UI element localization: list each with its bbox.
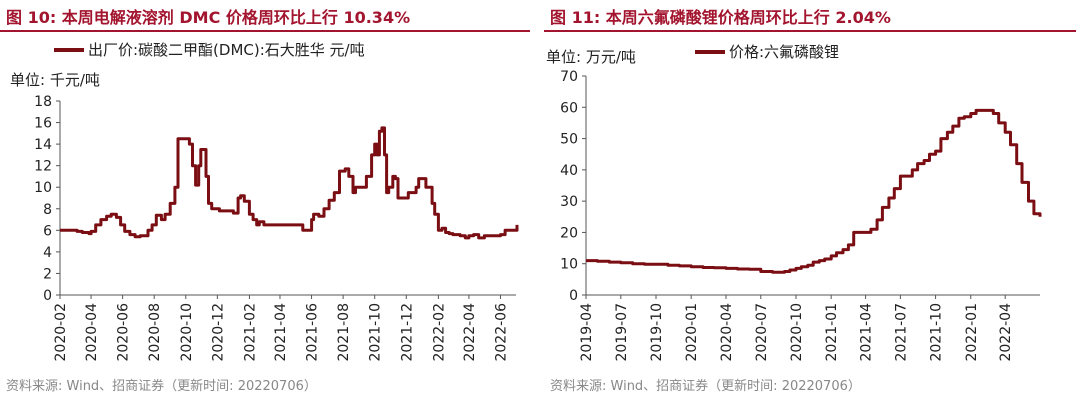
chart-panel-lipf6: 图 11: 本周六氟磷酸锂价格周环比上行 2.04% 单位: 万元/吨 价格:六氟…: [544, 0, 1080, 403]
y-tick-label: 40: [560, 163, 578, 179]
x-tick-label: 2022-02: [431, 303, 447, 362]
x-tick-label: 2021-01: [824, 303, 840, 362]
dmc-price-chart: 单位: 千元/吨 出厂价:碳酸二甲酯(DMC):石大胜华 元/吨 0 2 4 6 8 10 12…: [10, 41, 519, 362]
y-tick-label: 60: [560, 100, 578, 116]
x-tick-label: 2021-10: [929, 303, 945, 362]
x-tick-label: 2021-06: [305, 303, 321, 362]
y-tick-label: 16: [34, 116, 52, 132]
x-tick-label: 2020-06: [116, 303, 132, 362]
x-tick-label: 2021-02: [242, 303, 258, 362]
unit-label: 单位: 千元/吨: [10, 71, 100, 89]
x-tick-label: 2021-10: [368, 303, 384, 362]
y-tick-label: 8: [43, 202, 52, 218]
x-tick-label: 2020-12: [210, 303, 226, 362]
y-tick-label: 2: [43, 266, 52, 282]
legend-label: 出厂价:碳酸二甲酯(DMC):石大胜华 元/吨: [88, 41, 365, 59]
y-tick-label: 30: [560, 194, 578, 210]
x-tick-label: 2020-10: [179, 303, 195, 362]
x-tick-label: 2021-04: [273, 303, 289, 362]
y-tick-label: 0: [569, 288, 578, 304]
x-tick-label: 2022-01: [964, 303, 980, 362]
x-tick-label: 2022-04: [462, 303, 478, 362]
y-tick-label: 10: [560, 257, 578, 273]
x-tick-label: 2021-07: [893, 303, 909, 362]
x-tick-label: 2019-07: [614, 303, 630, 362]
y-tick-label: 10: [34, 180, 52, 196]
x-tick-label: 2019-10: [649, 303, 665, 362]
y-tick-label: 4: [43, 245, 52, 261]
source-note: 资料来源: Wind、招商证券（更新时间: 20220706）: [6, 379, 317, 394]
x-tick-label: 2020-08: [147, 303, 163, 362]
unit-label: 单位: 万元/吨: [546, 48, 636, 66]
x-tick-label: 2022-06: [493, 303, 509, 362]
x-tick-label: 2021-08: [336, 303, 352, 362]
x-tick-label: 2021-04: [859, 303, 875, 362]
series-line: [586, 108, 1042, 274]
x-tick-label: 2020-02: [53, 303, 69, 362]
source-note: 资料来源: Wind、招商证券（更新时间: 20220706）: [550, 379, 861, 394]
y-tick-label: 6: [43, 223, 52, 239]
x-tick-label: 2020-01: [684, 303, 700, 362]
x-tick-label: 2020-04: [84, 303, 100, 362]
chart-title: 图 11: 本周六氟磷酸锂价格周环比上行 2.04%: [550, 8, 891, 27]
y-tick-label: 12: [34, 159, 52, 175]
x-tick-label: 2022-04: [998, 303, 1014, 362]
chart-title: 图 10: 本周电解液溶剂 DMC 价格周环比上行 10.34%: [6, 8, 411, 27]
series-line: [60, 126, 519, 240]
x-tick-label: 2019-04: [579, 303, 595, 362]
x-tick-label: 2021-12: [399, 303, 415, 362]
y-tick-label: 0: [43, 288, 52, 304]
x-tick-label: 2020-07: [754, 303, 770, 362]
legend-label: 价格:六氟磷酸锂: [729, 43, 839, 61]
y-tick-label: 70: [560, 69, 578, 85]
chart-panel-dmc: 图 10: 本周电解液溶剂 DMC 价格周环比上行 10.34% 单位: 千元/…: [0, 0, 536, 403]
lipf6-price-chart: 单位: 万元/吨 价格:六氟磷酸锂 0 10 20 30 40 50 60 70 2019-04 20…: [546, 43, 1042, 362]
y-tick-label: 50: [560, 132, 578, 148]
title-divider: [544, 30, 1076, 32]
y-tick-label: 14: [34, 137, 52, 153]
y-tick-label: 18: [34, 94, 52, 110]
title-divider: [0, 30, 530, 32]
x-tick-label: 2020-10: [789, 303, 805, 362]
y-tick-label: 20: [560, 225, 578, 241]
x-tick-label: 2020-04: [719, 303, 735, 362]
